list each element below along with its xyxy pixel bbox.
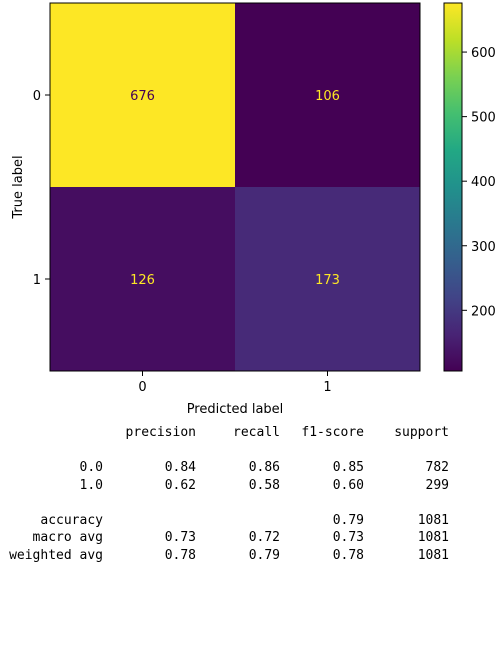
- row-precision: 0.62: [164, 477, 196, 493]
- colorbar-tick-label: 600: [471, 46, 496, 61]
- summary-label: macro avg: [32, 530, 103, 545]
- colorbar: 200 300 400 500 600: [443, 2, 496, 372]
- x-tick-label: 1: [323, 380, 331, 395]
- row-support: 299: [425, 477, 449, 493]
- classification-report: precision recall f1-score support 0.0 0.…: [0, 424, 503, 564]
- row-label: 1.0: [79, 477, 103, 493]
- summary-row: weighted avg 0.78 0.79 0.78 1081: [0, 547, 503, 565]
- heatmap-cell: [235, 187, 420, 371]
- summary-f1: 0.78: [332, 547, 364, 563]
- header-precision: precision: [125, 425, 196, 440]
- heatmap: 676 106 126 173: [49, 2, 421, 372]
- row-precision: 0.84: [164, 460, 196, 475]
- summary-row: accuracy 0.79 1081: [0, 512, 503, 530]
- y-tick-label: 0: [33, 89, 41, 104]
- y-axis-label: True label: [11, 155, 26, 219]
- report-spacer: [0, 494, 503, 512]
- row-f1: 0.85: [332, 460, 364, 475]
- y-tick-label: 1: [33, 273, 41, 288]
- heatmap-cell: [235, 3, 420, 187]
- colorbar-tick-label: 500: [471, 111, 496, 126]
- row-label: 0.0: [79, 460, 103, 475]
- summary-support: 1081: [417, 512, 449, 528]
- report-row: 0.0 0.84 0.86 0.85 782: [0, 459, 503, 477]
- header-f1-score: f1-score: [301, 425, 364, 440]
- heatmap-cell: [50, 187, 235, 371]
- plot-frame: [49, 2, 421, 372]
- summary-support: 1081: [417, 547, 449, 563]
- summary-row: macro avg 0.73 0.72 0.73 1081: [0, 529, 503, 547]
- y-axis: 01: [33, 89, 50, 288]
- summary-label: accuracy: [40, 512, 103, 528]
- report-spacer: [0, 442, 503, 460]
- colorbar-tick-label: 400: [471, 175, 496, 190]
- row-recall: 0.58: [248, 477, 280, 493]
- x-tick-label: 0: [138, 380, 146, 395]
- cell-value-label: 676: [130, 89, 155, 104]
- cell-value-label: 106: [315, 89, 340, 104]
- heatmap-cell: [50, 3, 235, 187]
- summary-f1: 0.73: [332, 530, 364, 545]
- summary-f1: 0.79: [332, 512, 364, 528]
- cell-value-label: 126: [130, 273, 155, 288]
- colorbar-tick-label: 200: [471, 304, 496, 319]
- header-support: support: [394, 425, 449, 440]
- x-axis-label: Predicted label: [187, 402, 284, 417]
- row-support: 782: [425, 460, 449, 475]
- report-header-row: precision recall f1-score support: [0, 424, 503, 442]
- summary-label: weighted avg: [9, 547, 103, 563]
- summary-recall: 0.79: [248, 547, 280, 563]
- colorbar-gradient: [443, 2, 463, 372]
- row-f1: 0.60: [332, 477, 364, 493]
- summary-precision: 0.73: [164, 530, 196, 545]
- header-recall: recall: [233, 425, 280, 440]
- cell-value-label: 173: [315, 273, 340, 288]
- colorbar-tick-label: 300: [471, 240, 496, 255]
- summary-support: 1081: [417, 530, 449, 545]
- summary-recall: 0.72: [248, 530, 280, 545]
- report-row: 1.0 0.62 0.58 0.60 299: [0, 477, 503, 495]
- row-recall: 0.86: [248, 460, 280, 475]
- summary-precision: 0.78: [164, 547, 196, 563]
